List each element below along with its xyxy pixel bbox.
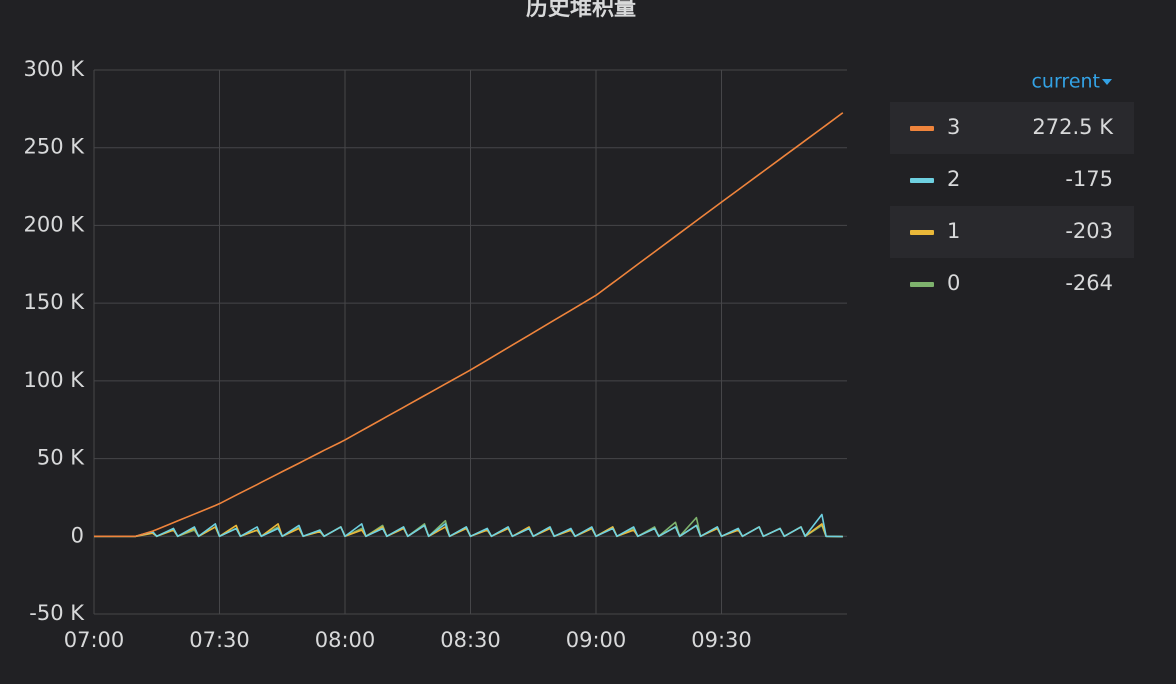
legend-swatch [910, 126, 934, 131]
legend-swatch [910, 282, 934, 287]
legend-value: -203 [1065, 219, 1113, 243]
series-line [94, 513, 843, 538]
legend-column-header[interactable]: current [1031, 71, 1100, 93]
legend-label[interactable]: 3 [947, 115, 960, 139]
legend-swatch [910, 230, 934, 235]
y-tick-label: 200 K [23, 212, 85, 236]
y-tick-label: -50 K [29, 601, 85, 625]
x-tick-label: 07:00 [64, 628, 125, 652]
y-tick-label: 150 K [23, 290, 85, 314]
y-tick-label: 50 K [37, 446, 85, 470]
series-line [94, 112, 844, 538]
x-tick-label: 09:00 [566, 628, 627, 652]
legend-label[interactable]: 1 [947, 219, 960, 243]
legend-label[interactable]: 0 [947, 271, 960, 295]
y-tick-label: 300 K [23, 57, 85, 81]
x-tick-label: 08:00 [315, 628, 376, 652]
y-tick-label: 100 K [23, 368, 85, 392]
legend-value: -175 [1065, 167, 1113, 191]
legend-label[interactable]: 2 [947, 167, 960, 191]
x-tick-label: 07:30 [189, 628, 250, 652]
legend-value: 272.5 K [1032, 115, 1114, 139]
legend-value: -264 [1065, 271, 1113, 295]
x-tick-label: 09:30 [691, 628, 752, 652]
chart-title: 历史堆积量 [526, 0, 636, 21]
legend-swatch [910, 178, 934, 183]
y-tick-label: 0 [71, 523, 84, 547]
y-tick-label: 250 K [23, 135, 85, 159]
sort-arrow[interactable] [1102, 79, 1112, 85]
x-tick-label: 08:30 [440, 628, 501, 652]
